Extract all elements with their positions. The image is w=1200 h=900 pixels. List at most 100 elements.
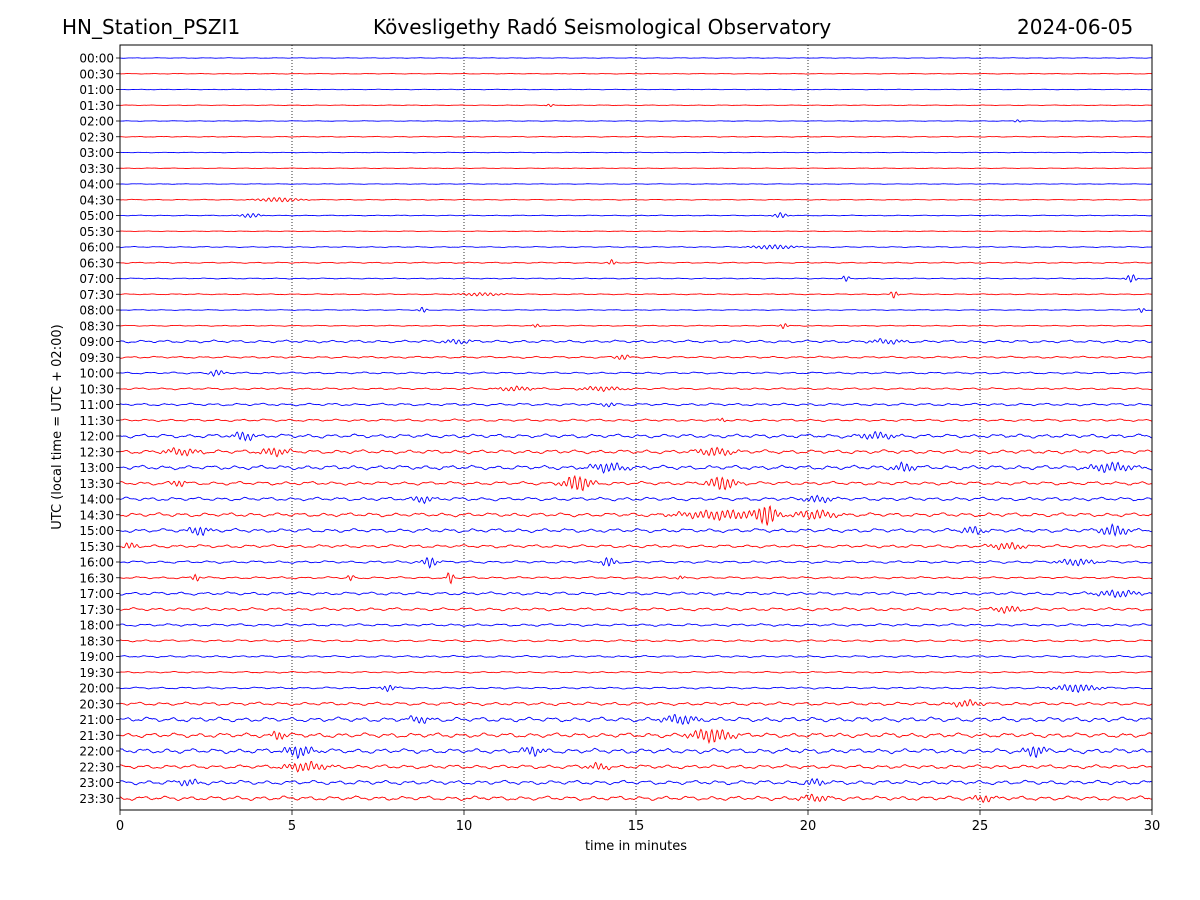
trace-1530 [119,542,1153,551]
y-tick-label: 05:00 [79,209,114,223]
trace-1230 [119,446,1153,458]
trace-1030 [119,385,1153,393]
y-tick-label: 18:00 [79,619,114,633]
trace-1800 [119,623,1153,627]
trace-1830 [119,639,1153,643]
y-tick-label: 00:30 [79,67,114,81]
trace-1600 [119,556,1153,569]
x-axis-label: time in minutes [585,839,687,854]
record-date: 2024-06-05 [1017,15,1134,39]
y-tick-label: 03:00 [79,146,114,160]
grid-layer [291,45,981,810]
y-tick-label: 21:00 [79,713,114,727]
station-name: HN_Station_PSZI1 [62,15,241,39]
y-tick-label: 05:30 [79,225,114,239]
trace-2100 [119,714,1153,725]
y-tick-label: 04:00 [79,178,114,192]
trace-1330 [119,474,1153,492]
y-tick-label: 11:30 [79,414,114,428]
observatory-title: Kövesligethy Radó Seismological Observat… [373,15,832,39]
y-tick-label: 10:30 [79,382,114,396]
y-tick-label: 01:00 [79,83,114,97]
trace-0000 [119,57,1153,59]
y-tick-label: 00:00 [79,52,114,66]
y-tick-label: 20:00 [79,682,114,696]
trace-0200 [119,119,1153,123]
y-tick-label: 21:30 [79,729,114,743]
trace-1930 [119,670,1153,674]
y-tick-label: 12:30 [79,445,114,459]
trace-0400 [119,183,1153,185]
y-tick-label: 14:00 [79,493,114,507]
y-tick-label: 16:30 [79,571,114,585]
trace-2000 [119,684,1153,694]
trace-1430 [119,505,1153,526]
trace-0700 [119,274,1153,283]
trace-1000 [119,369,1153,377]
trace-2300 [119,777,1153,787]
trace-0630 [119,258,1153,265]
x-tick-label: 15 [628,819,645,834]
y-tick-label: 07:00 [79,272,114,286]
trace-1200 [119,431,1153,442]
trace-0300 [119,151,1153,154]
trace-2330 [119,793,1153,804]
y-tick-label: 04:30 [79,193,114,207]
y-tick-label: 19:30 [79,666,114,680]
trace-layer [119,57,1153,804]
y-tick-label: 09:00 [79,335,114,349]
y-tick-label: 19:00 [79,650,114,664]
y-tick-label: 06:30 [79,256,114,270]
y-tick-label: 01:30 [79,99,114,113]
y-tick-label: 15:00 [79,524,114,538]
y-tick-label: 15:30 [79,540,114,554]
y-axis-label: UTC (local time = UTC + 02:00) [50,324,65,529]
y-tick-label: 08:00 [79,304,114,318]
trace-0900 [119,338,1153,345]
y-tick-label: 07:30 [79,288,114,302]
trace-1700 [119,589,1153,599]
x-tick-label: 5 [288,819,296,834]
x-tick-label: 0 [116,819,124,834]
trace-0800 [119,306,1153,314]
y-tick-label: 23:30 [79,792,114,806]
trace-0100 [119,88,1152,91]
trace-0130 [119,103,1153,107]
y-tick-label: 12:00 [79,430,114,444]
trace-1100 [119,402,1153,408]
y-tick-label: 13:30 [79,477,114,491]
trace-1630 [119,572,1153,585]
y-tick-label: 06:00 [79,241,114,255]
trace-1130 [119,417,1153,423]
y-tick-label: 18:30 [79,634,114,648]
trace-2200 [119,745,1153,760]
x-tick-label: 25 [972,819,989,834]
trace-1400 [119,494,1153,505]
y-tick-label: 10:00 [79,367,114,381]
y-tick-label: 20:30 [79,697,114,711]
x-tick-label: 30 [1144,819,1161,834]
trace-0230 [119,135,1153,138]
trace-0830 [119,323,1153,329]
trace-0930 [119,354,1153,360]
trace-0030 [119,72,1152,75]
trace-0600 [119,244,1153,250]
y-tick-label: 16:00 [79,556,114,570]
trace-2230 [119,760,1153,773]
y-tick-label: 03:30 [79,162,114,176]
y-tick-label: 23:00 [79,776,114,790]
trace-1900 [119,655,1153,659]
y-tick-label: 08:30 [79,319,114,333]
trace-0500 [119,212,1153,219]
x-tick-label: 10 [456,819,473,834]
trace-1300 [119,461,1153,474]
y-tick-label: 11:00 [79,398,114,412]
trace-2130 [119,728,1153,745]
y-tick-label: 22:00 [79,745,114,759]
trace-0430 [119,196,1153,203]
trace-1730 [119,605,1153,614]
y-tick-label: 13:00 [79,461,114,475]
y-tick-label: 14:30 [79,508,114,522]
